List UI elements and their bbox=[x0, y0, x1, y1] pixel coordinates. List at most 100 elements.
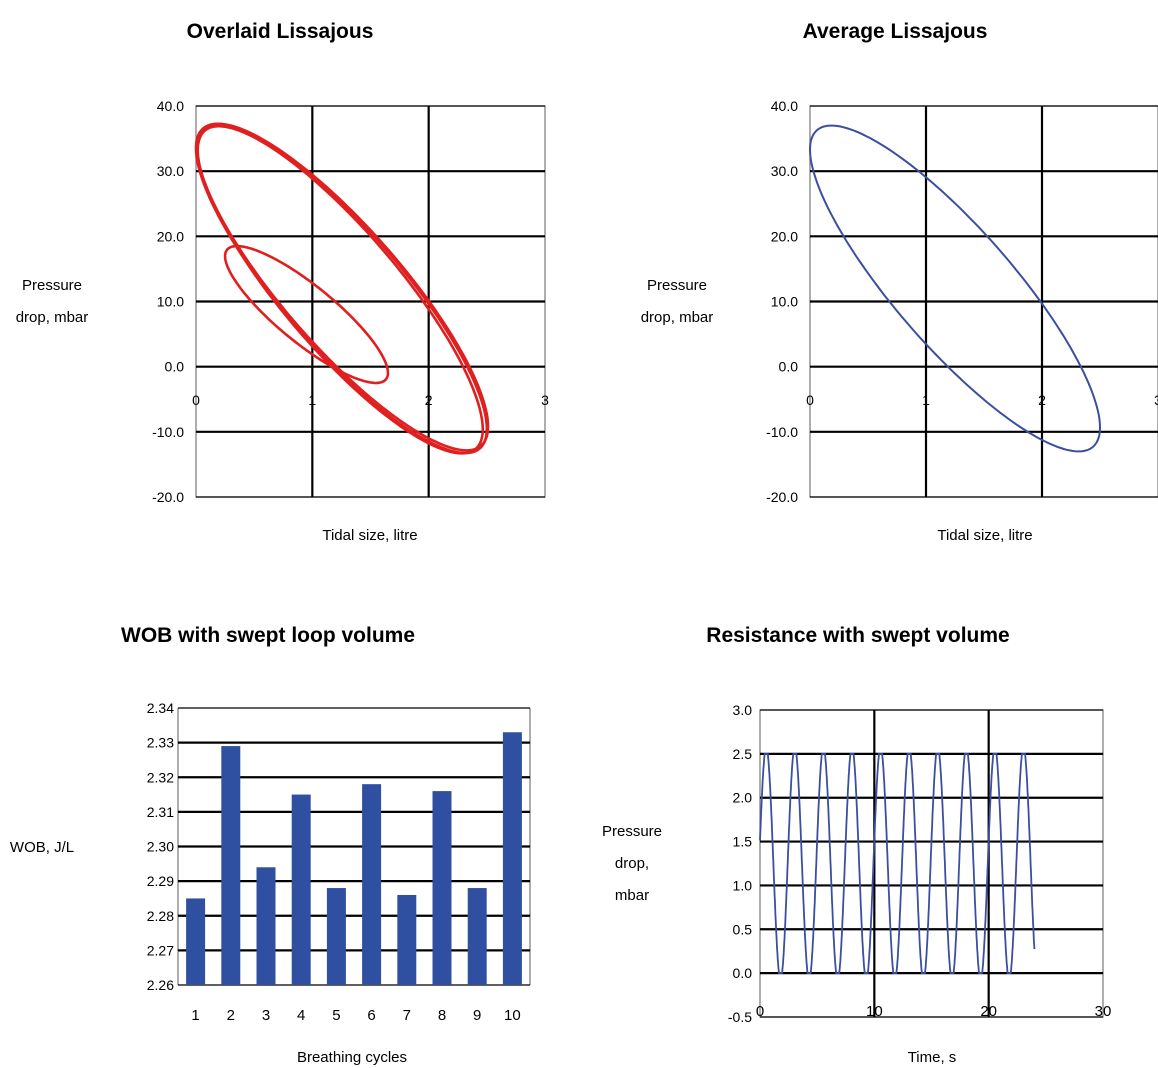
y-tick-label: 1.0 bbox=[733, 877, 753, 893]
chart-overlaid-lissajous: Overlaid Lissajous Pressure drop, mbar 4… bbox=[16, 20, 549, 544]
y-tick-labels: 40.0 30.0 20.0 10.0 0.0 -10.0 -20.0 bbox=[152, 98, 184, 505]
y-tick-label: 0.0 bbox=[779, 359, 799, 375]
bar bbox=[467, 888, 487, 985]
y-tick-label: 2.28 bbox=[147, 908, 174, 924]
y-tick-label: 2.5 bbox=[733, 746, 753, 762]
y-axis-label-line-3: mbar bbox=[615, 887, 649, 904]
series-loops bbox=[808, 124, 1102, 453]
y-axis-label-line-2: drop, mbar bbox=[641, 309, 714, 326]
lissajous-loop bbox=[223, 244, 390, 385]
y-tick-label: 2.30 bbox=[147, 839, 174, 855]
chart-title: Average Lissajous bbox=[803, 20, 988, 43]
bar bbox=[221, 746, 241, 985]
y-tick-label: -0.5 bbox=[728, 1009, 752, 1025]
y-tick-label: 20.0 bbox=[157, 228, 184, 244]
y-tick-label: 2.34 bbox=[147, 700, 174, 716]
bars bbox=[186, 732, 522, 985]
y-tick-label: 40.0 bbox=[771, 98, 798, 114]
x-tick-label: 10 bbox=[504, 1007, 521, 1024]
y-tick-label: 2.27 bbox=[147, 942, 174, 958]
chart-title: Resistance with swept volume bbox=[706, 624, 1009, 647]
bar bbox=[291, 794, 311, 985]
x-tick-label: 2 bbox=[227, 1007, 235, 1024]
y-axis-label-line-1: Pressure bbox=[647, 277, 707, 294]
x-tick-label: 1 bbox=[922, 392, 930, 408]
x-tick-label: 10 bbox=[866, 1003, 883, 1020]
x-tick-labels: 0 1 2 3 bbox=[806, 392, 1158, 408]
x-tick-labels: 0 1 2 3 bbox=[192, 392, 549, 408]
y-tick-label: -10.0 bbox=[766, 424, 798, 440]
y-tick-label: 2.26 bbox=[147, 977, 174, 993]
lissajous-loop bbox=[808, 124, 1102, 453]
series-line bbox=[759, 753, 1036, 974]
plot-grid bbox=[809, 105, 1158, 498]
x-tick-label: 5 bbox=[332, 1007, 340, 1024]
x-tick-label: 3 bbox=[541, 392, 549, 408]
x-tick-label: 1 bbox=[308, 392, 316, 408]
y-tick-label: 2.29 bbox=[147, 873, 174, 889]
bar bbox=[186, 898, 206, 985]
y-axis-label: WOB, J/L bbox=[10, 839, 74, 856]
x-tick-labels: 1 2 3 4 5 6 7 8 9 10 bbox=[191, 1007, 520, 1024]
x-tick-labels: 0 10 20 30 bbox=[756, 1003, 1112, 1020]
bar bbox=[256, 867, 276, 985]
bar bbox=[362, 784, 382, 985]
y-tick-labels: 2.34 2.33 2.32 2.31 2.30 2.29 2.28 2.27 2.26 bbox=[147, 700, 174, 993]
bar bbox=[432, 791, 452, 985]
x-tick-label: 0 bbox=[806, 392, 814, 408]
x-tick-label: 0 bbox=[756, 1003, 764, 1020]
y-axis-label-line-2: drop, mbar bbox=[16, 309, 89, 326]
x-tick-label: 2 bbox=[425, 392, 433, 408]
x-tick-label: 1 bbox=[191, 1007, 199, 1024]
series-loops bbox=[194, 122, 490, 455]
x-axis-label: Tidal size, litre bbox=[937, 527, 1032, 544]
y-tick-label: -10.0 bbox=[152, 424, 184, 440]
x-tick-label: 30 bbox=[1095, 1003, 1112, 1020]
x-tick-label: 20 bbox=[980, 1003, 997, 1020]
x-tick-label: 0 bbox=[192, 392, 200, 408]
chart-average-lissajous: Average Lissajous Pressure drop, mbar 40… bbox=[641, 20, 1158, 544]
y-axis-label-line-1: Pressure bbox=[22, 277, 82, 294]
x-axis-label: Tidal size, litre bbox=[322, 527, 417, 544]
y-tick-label: -20.0 bbox=[766, 489, 798, 505]
y-tick-label: 10.0 bbox=[771, 294, 798, 310]
x-tick-label: 9 bbox=[473, 1007, 481, 1024]
chart-title: Overlaid Lissajous bbox=[187, 20, 374, 43]
x-tick-label: 8 bbox=[438, 1007, 446, 1024]
chart-resistance: Resistance with swept volume Pressure dr… bbox=[602, 624, 1111, 1066]
lissajous-loop bbox=[196, 124, 485, 455]
y-tick-label: 2.0 bbox=[733, 790, 753, 806]
y-tick-label: 1.5 bbox=[733, 834, 753, 850]
y-tick-label: 0.0 bbox=[733, 965, 753, 981]
y-tick-label: 20.0 bbox=[771, 228, 798, 244]
y-axis-label-line-2: drop, bbox=[615, 855, 649, 872]
y-tick-label: -20.0 bbox=[152, 489, 184, 505]
x-tick-label: 6 bbox=[367, 1007, 375, 1024]
y-tick-label: 0.5 bbox=[733, 921, 753, 937]
x-tick-label: 4 bbox=[297, 1007, 305, 1024]
x-tick-label: 7 bbox=[403, 1007, 411, 1024]
bar bbox=[502, 732, 522, 985]
y-tick-label: 30.0 bbox=[771, 163, 798, 179]
y-tick-label: 40.0 bbox=[157, 98, 184, 114]
bar bbox=[397, 894, 417, 985]
x-tick-label: 3 bbox=[1154, 392, 1158, 408]
bar bbox=[326, 888, 346, 985]
y-tick-label: 2.31 bbox=[147, 804, 174, 820]
y-tick-label: 30.0 bbox=[157, 163, 184, 179]
y-tick-labels: 40.0 30.0 20.0 10.0 0.0 -10.0 -20.0 bbox=[766, 98, 798, 505]
x-tick-label: 3 bbox=[262, 1007, 270, 1024]
x-axis-label: Time, s bbox=[908, 1049, 957, 1066]
chart-title: WOB with swept loop volume bbox=[121, 624, 415, 647]
plot-grid bbox=[195, 105, 546, 498]
x-tick-label: 2 bbox=[1038, 392, 1046, 408]
y-tick-label: 2.33 bbox=[147, 735, 174, 751]
y-tick-label: 3.0 bbox=[733, 702, 753, 718]
y-tick-label: 0.0 bbox=[165, 359, 185, 375]
y-tick-label: 10.0 bbox=[157, 294, 184, 310]
y-tick-label: 2.32 bbox=[147, 769, 174, 785]
y-axis-label-line-1: Pressure bbox=[602, 823, 662, 840]
y-tick-labels: 3.0 2.5 2.0 1.5 1.0 0.5 0.0 -0.5 bbox=[728, 702, 752, 1025]
series-line bbox=[759, 753, 1036, 974]
